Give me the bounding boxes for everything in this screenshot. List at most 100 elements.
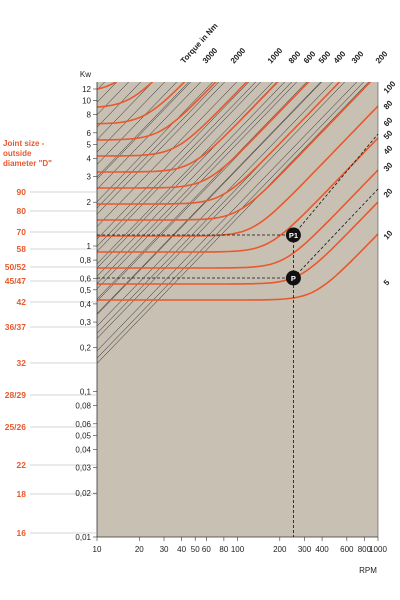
joint-curve — [97, 105, 378, 237]
angle-label: 100 — [382, 79, 398, 95]
torque-value: 2000 — [229, 46, 248, 66]
torque-line — [97, 82, 220, 209]
joint-size-title: Joint size - — [3, 139, 45, 148]
x-tick-label: 200 — [273, 545, 287, 554]
angle-label: 60 — [382, 115, 395, 128]
y-tick-label: 3 — [87, 173, 92, 182]
joint-curve — [97, 233, 378, 301]
torque-line — [97, 82, 322, 314]
y-tick-label: 0,2 — [80, 344, 92, 353]
angle-label: 30 — [382, 160, 395, 173]
torque-line — [97, 82, 298, 290]
torque-value: 800 — [287, 49, 303, 65]
y-tick-label: 10 — [82, 97, 91, 106]
ref-line-diag-p1 — [293, 133, 379, 236]
joint-size-label: 80 — [17, 206, 27, 216]
joint-size-label: 28/29 — [5, 390, 27, 400]
x-tick-label: 20 — [135, 545, 144, 554]
y-tick-label: 0,08 — [75, 402, 91, 411]
joint-size-label: 58 — [17, 244, 27, 254]
y-tick-label: 0,05 — [75, 431, 91, 440]
torque-line — [97, 82, 293, 284]
joint-size-label: 22 — [17, 460, 27, 470]
joint-curve — [97, 82, 310, 189]
torque-line — [97, 82, 257, 247]
joint-size-label: 42 — [17, 297, 27, 307]
joint-size-label: 32 — [17, 358, 27, 368]
joint-size-label: 36/37 — [5, 322, 27, 332]
x-tick-label: 80 — [219, 545, 228, 554]
joint-size-title: diameter "D" — [3, 159, 52, 168]
y-tick-label: 0,06 — [75, 420, 91, 429]
y-tick-label: 12 — [82, 85, 91, 94]
joint-curves — [97, 82, 378, 301]
torque-line — [97, 82, 154, 141]
x-tick-label: 60 — [202, 545, 211, 554]
joint-curve — [97, 82, 186, 125]
angle-label: 10 — [382, 228, 395, 241]
joint-size-label: 50/52 — [5, 262, 27, 272]
torque-line — [97, 82, 274, 265]
x-tick-label: 400 — [315, 545, 329, 554]
torque-line — [97, 82, 308, 300]
angle-label: 5 — [382, 278, 392, 288]
y-tick-label: 5 — [87, 140, 92, 149]
point-label: P — [291, 274, 296, 283]
joint-curve — [97, 137, 378, 253]
torque-line — [97, 82, 238, 228]
y-tick-label: 0,6 — [80, 274, 92, 283]
torque-line — [97, 82, 214, 203]
torque-value: 500 — [317, 49, 333, 65]
ref-line-diag-p — [293, 188, 379, 279]
x-tick-label: 50 — [191, 545, 200, 554]
y-tick-label: 0,3 — [80, 318, 92, 327]
torque-line — [97, 82, 190, 178]
x-tick-label: 1000 — [369, 545, 387, 554]
joint-size-label: 45/47 — [5, 276, 27, 286]
torque-line — [97, 82, 286, 277]
torque-line — [97, 82, 358, 352]
torque-line — [97, 82, 178, 165]
torque-value: 3000 — [201, 46, 220, 66]
point-marker — [285, 227, 301, 243]
joint-size-label: 18 — [17, 489, 27, 499]
x-tick-label: 40 — [177, 545, 186, 554]
angle-label: 20 — [382, 186, 395, 199]
torque-line — [97, 82, 250, 240]
torque-value: 200 — [374, 49, 390, 65]
joint-curve — [97, 82, 217, 141]
y-tick-label: 0,04 — [75, 445, 91, 454]
joint-curve — [97, 82, 372, 221]
joint-curve — [97, 201, 378, 285]
joint-curve — [97, 82, 279, 173]
joint-curve — [97, 82, 154, 108]
x-axis-title: RPM — [359, 566, 377, 575]
joint-size-title: outside — [3, 149, 32, 158]
torque-line — [97, 82, 323, 316]
reference-lines — [30, 82, 379, 541]
torque-title: Torque in Nm — [179, 21, 220, 65]
y-tick-label: 0,8 — [80, 256, 92, 265]
joint-curve — [97, 82, 248, 157]
torque-value: 300 — [350, 49, 366, 65]
torque-line — [97, 82, 370, 364]
y-tick-label: 0,1 — [80, 388, 92, 397]
torque-value: 400 — [332, 49, 348, 65]
torque-value: 1000 — [266, 46, 285, 66]
y-tick-label: 0,02 — [75, 489, 91, 498]
x-tick-label: 800 — [358, 545, 372, 554]
x-tick-label: 10 — [93, 545, 102, 554]
torque-value: 600 — [302, 49, 318, 65]
torque-line — [97, 82, 334, 327]
torque-line — [97, 82, 346, 339]
x-tick-label: 100 — [231, 545, 245, 554]
joint-curve — [97, 82, 118, 90]
torque-line — [97, 82, 262, 252]
torque-line — [97, 82, 192, 180]
joint-size-label: 90 — [17, 187, 27, 197]
y-axis-title: Kw — [80, 70, 91, 79]
y-tick-label: 0,03 — [75, 464, 91, 473]
torque-line — [97, 82, 226, 215]
x-tick-label: 30 — [160, 545, 169, 554]
